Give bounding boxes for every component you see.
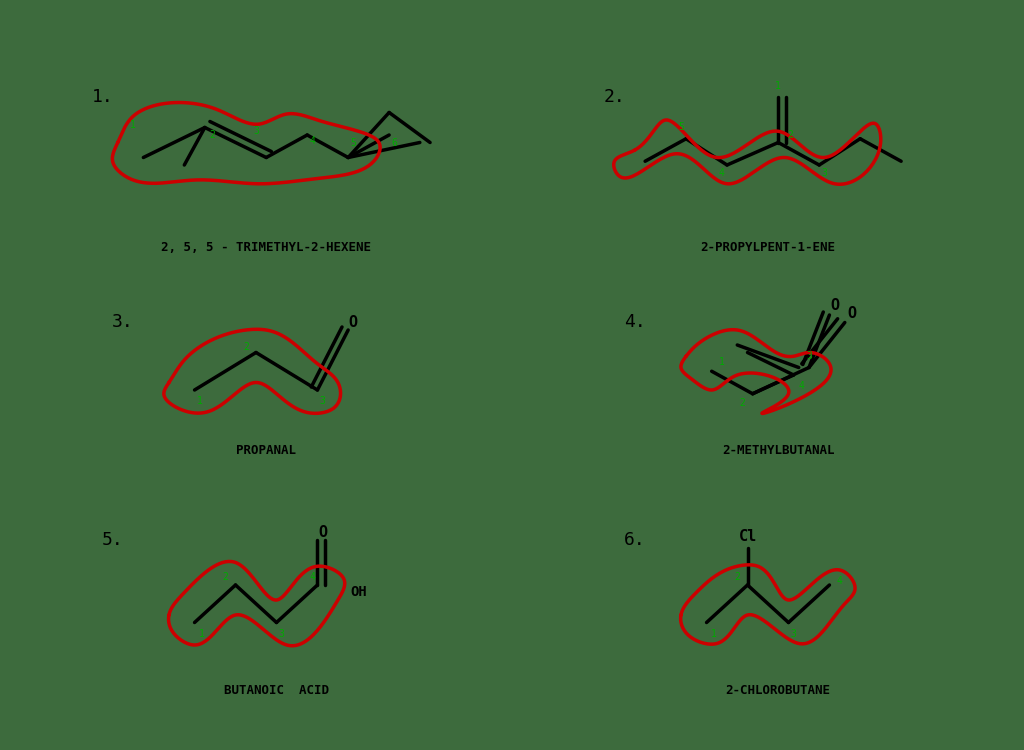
Text: OH: OH xyxy=(350,586,367,599)
Text: 3: 3 xyxy=(319,396,326,406)
Text: 4: 4 xyxy=(799,381,805,392)
Text: 2: 2 xyxy=(734,572,740,583)
Text: 1: 1 xyxy=(130,120,136,130)
Text: 2: 2 xyxy=(739,398,745,408)
Text: 2-METHYLBUTANAL: 2-METHYLBUTANAL xyxy=(722,443,835,457)
Text: 2, 5, 5 - TRIMETHYL-2-HEXENE: 2, 5, 5 - TRIMETHYL-2-HEXENE xyxy=(161,241,372,254)
Text: BUTANOIC  ACID: BUTANOIC ACID xyxy=(224,683,329,697)
Text: 3: 3 xyxy=(253,126,259,136)
Text: 3: 3 xyxy=(821,167,827,178)
Text: O: O xyxy=(848,306,856,321)
Text: 4: 4 xyxy=(719,167,725,178)
Text: 3: 3 xyxy=(791,628,797,639)
Text: PROPANAL: PROPANAL xyxy=(237,443,296,457)
Text: O: O xyxy=(830,298,839,314)
Text: 1: 1 xyxy=(775,81,781,92)
Text: 5: 5 xyxy=(350,137,356,148)
Text: 2.: 2. xyxy=(603,88,626,106)
Text: 3: 3 xyxy=(279,628,285,639)
Text: 5: 5 xyxy=(678,122,684,133)
Text: 2: 2 xyxy=(787,130,794,140)
Text: 2-PROPYLPENT-1-ENE: 2-PROPYLPENT-1-ENE xyxy=(700,241,836,254)
Text: 1: 1 xyxy=(199,628,205,639)
Text: 2: 2 xyxy=(209,130,215,140)
Text: 2: 2 xyxy=(222,572,228,583)
Text: 4.: 4. xyxy=(624,314,646,332)
Text: O: O xyxy=(318,525,327,540)
Text: 4: 4 xyxy=(837,576,843,586)
Text: 1: 1 xyxy=(719,357,725,368)
Text: 5.: 5. xyxy=(101,531,124,549)
Text: Cl: Cl xyxy=(738,529,757,544)
Text: 6: 6 xyxy=(391,137,397,148)
Text: 3: 3 xyxy=(806,351,812,361)
Text: 4: 4 xyxy=(309,572,315,583)
Text: 2-CHLOROBUTANE: 2-CHLOROBUTANE xyxy=(726,683,830,697)
Text: 2: 2 xyxy=(243,341,249,352)
Text: 1.: 1. xyxy=(91,88,114,106)
Text: 6.: 6. xyxy=(624,531,646,549)
Text: O: O xyxy=(349,315,357,330)
Text: 4: 4 xyxy=(309,136,315,146)
Text: 3.: 3. xyxy=(112,314,134,332)
Text: 1: 1 xyxy=(711,628,717,639)
Text: 1: 1 xyxy=(197,396,203,406)
